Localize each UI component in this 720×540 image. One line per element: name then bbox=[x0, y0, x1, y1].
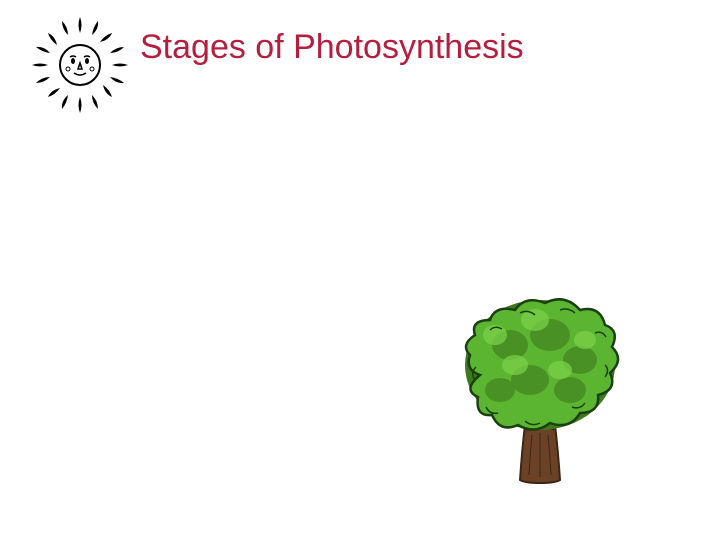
tree-icon bbox=[440, 285, 640, 510]
sun-icon bbox=[30, 15, 130, 120]
slide-title: Stages of Photosynthesis bbox=[140, 28, 524, 67]
slide-container: Stages of Photosynthesis bbox=[0, 0, 720, 540]
